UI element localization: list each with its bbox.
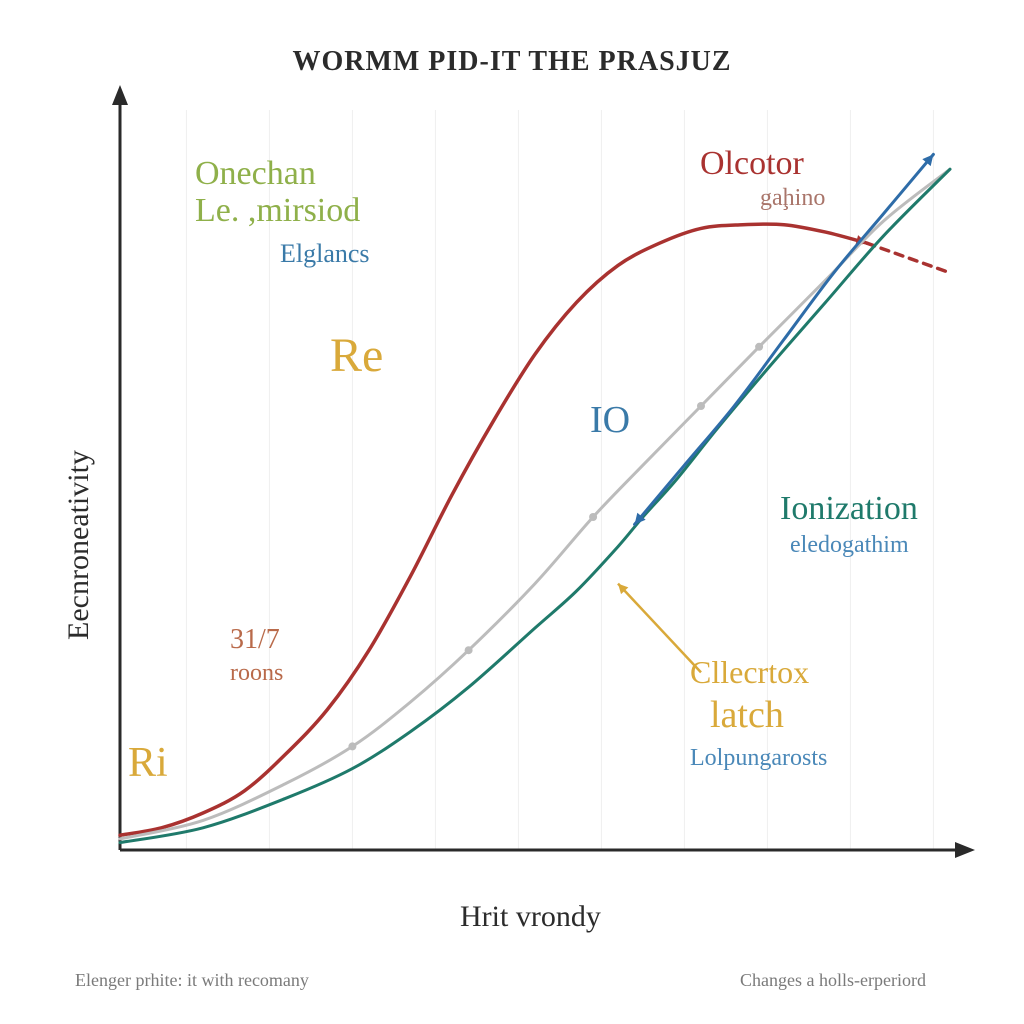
annotation-line: IO [590,400,630,442]
annotation-ionization: Ionization [780,490,918,527]
x-axis-label: Hrit vrondy [460,900,601,934]
annotation-line: Lolpungarosts [690,745,827,771]
annotation-io: IO [590,400,630,442]
annotation-line: Cllecrtox [690,655,809,690]
annotation-cllecrtox: Cllecrtox [690,655,809,690]
annotation-3117: 31/7 [230,625,280,656]
annotation-line: Elglancs [280,240,370,269]
annotation-line: eledogathim [790,532,909,558]
footer-left: Elenger prhite: it with recomany [75,970,309,991]
annotation-latch: latch [710,695,784,737]
annotation-re: Re [330,330,383,383]
annotation-onechan: OnechanLe. ,mirsiod [195,155,360,230]
annotation-ri: Ri [128,740,168,786]
annotation-line: roons [230,660,283,686]
annotation-lolpungarosts: Lolpungarosts [690,745,827,771]
annotation-gahino: gaḩino [760,185,825,211]
annotation-line: Ri [128,740,168,786]
annotation-elglancs: Elglancs [280,240,370,269]
y-axis-label: Eecnroneativity [62,450,96,640]
annotation-eledogathim: eledogathim [790,532,909,558]
annotation-olcotor: Olcotor [700,145,804,182]
annotation-line: Onechan [195,155,360,192]
annotation-line: 31/7 [230,625,280,656]
footer-right: Changes a holls-erperiord [740,970,926,991]
annotation-line: latch [710,695,784,737]
annotation-line: Re [330,330,383,383]
annotation-roons: roons [230,660,283,686]
annotation-line: gaḩino [760,185,825,211]
annotation-line: Olcotor [700,145,804,182]
annotation-line: Ionization [780,490,918,527]
annotation-line: Le. ,mirsiod [195,192,360,229]
